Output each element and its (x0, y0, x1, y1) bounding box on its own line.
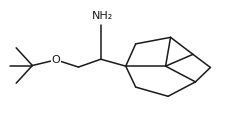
Text: O: O (52, 55, 61, 65)
Text: NH₂: NH₂ (92, 11, 113, 21)
